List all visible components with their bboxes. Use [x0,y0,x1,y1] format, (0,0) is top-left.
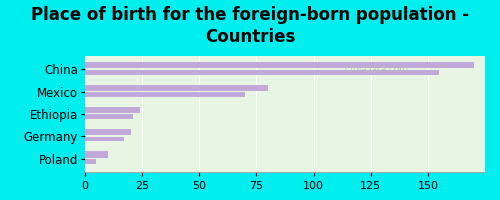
Text: City-Data.com: City-Data.com [345,65,409,74]
Bar [85,114,133,119]
Bar [85,85,268,91]
Bar [85,107,140,113]
Text: Place of birth for the foreign-born population -
Countries: Place of birth for the foreign-born popu… [31,6,469,46]
Bar [85,70,440,75]
Bar [85,92,245,97]
Bar [85,159,96,164]
Bar [85,62,473,68]
Bar [85,137,124,141]
Bar [85,151,108,158]
Bar [85,129,130,135]
